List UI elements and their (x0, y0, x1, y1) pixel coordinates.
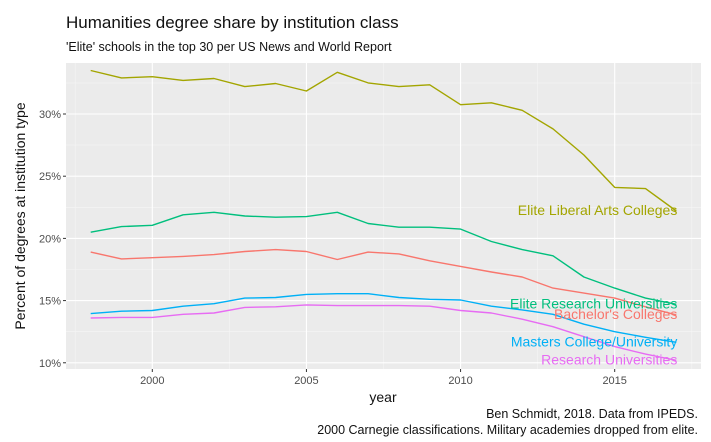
series-line-3 (90, 293, 677, 343)
y-tick-label: 30% (39, 109, 61, 121)
series-line-0 (90, 69, 677, 212)
gridlines (66, 63, 701, 369)
series-label-3: Masters College/University (511, 333, 678, 349)
axes: 2000 2005 2010 2015 10% 15% 20% 25% 30% (39, 109, 627, 387)
caption-line-1: Ben Schmidt, 2018. Data from IPEDS. (486, 407, 698, 421)
series-line-4 (90, 304, 677, 361)
x-tick-label: 2015 (602, 375, 626, 387)
y-tick-label: 10% (39, 358, 61, 370)
x-tick-label: 2000 (140, 375, 164, 387)
series-label-4: Research Universities (541, 351, 677, 367)
x-tick-label: 2005 (294, 375, 318, 387)
series-line-1 (90, 211, 677, 305)
y-tick-label: 15% (39, 296, 61, 308)
caption-line-2: 2000 Carnegie classifications. Military … (317, 423, 698, 437)
y-tick-label: 20% (39, 233, 61, 245)
series-label-2: Bachelor's Colleges (554, 306, 677, 322)
series-line-2 (90, 248, 677, 316)
x-tick-label: 2010 (448, 375, 472, 387)
series-lines (90, 69, 677, 361)
y-tick-label: 25% (39, 171, 61, 183)
x-axis-title: year (369, 389, 397, 405)
chart-subtitle: 'Elite' schools in the top 30 per US New… (66, 40, 392, 54)
chart-title: Humanities degree share by institution c… (66, 13, 399, 32)
series-labels: Elite Liberal Arts Colleges Elite Researc… (510, 202, 677, 367)
series-label-0: Elite Liberal Arts Colleges (518, 202, 678, 218)
chart-caption: Ben Schmidt, 2018. Data from IPEDS. 2000… (317, 406, 698, 438)
series-label-1: Elite Research Universities (510, 295, 677, 311)
y-axis-title: Percent of degrees at institution type (12, 102, 28, 329)
